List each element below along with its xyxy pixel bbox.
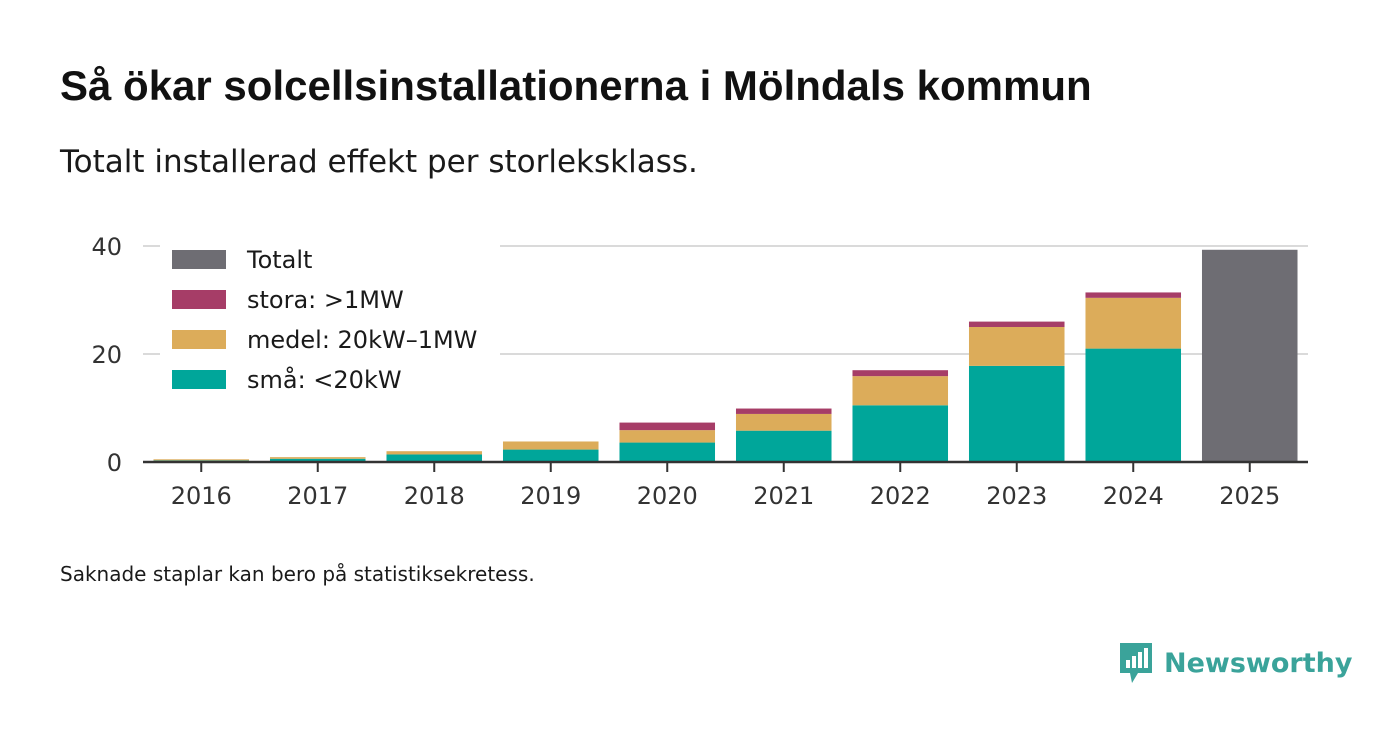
x-tick-label: 2016 [171,482,232,510]
bar-segment[interactable] [735,413,832,431]
bars [153,249,1298,462]
bar-segment[interactable] [619,430,716,443]
bar-segment[interactable] [852,405,949,462]
y-tick-label: 40 [91,233,122,261]
x-tick-label: 2021 [753,482,814,510]
legend-label: stora: >1MW [247,286,404,314]
bar-segment[interactable] [269,458,366,462]
bar-segment[interactable] [1085,348,1182,462]
bar-segment[interactable] [502,449,599,462]
brand-logo[interactable]: Newsworthy [1118,640,1352,686]
x-tick-label: 2022 [870,482,931,510]
bar-segment[interactable] [968,321,1065,327]
legend-swatch [172,330,226,349]
x-tick-label: 2019 [520,482,581,510]
x-tick-label: 2025 [1219,482,1280,510]
bar-segment[interactable] [1085,297,1182,349]
bar-segment[interactable] [386,451,483,455]
chart-title: Så ökar solcellsinstallationerna i Mölnd… [60,62,1092,109]
footnote: Saknade staplar kan bero på statistiksek… [60,562,535,586]
legend-swatch [172,290,226,309]
y-tick-label: 0 [107,449,122,477]
x-tick-label: 2017 [287,482,348,510]
legend-swatch [172,250,226,269]
legend: Totalt stora: >1MW medel: 20kW–1MW små: <20… [160,238,500,408]
bar-segment[interactable] [1085,292,1182,298]
chart-subtitle: Totalt installerad effekt per storlekskl… [60,144,698,180]
bar-segment[interactable] [153,459,250,461]
legend-label: Totalt [246,246,312,274]
bar-segment[interactable] [968,327,1065,366]
y-tick-label: 20 [91,341,122,369]
bar-segment[interactable] [619,442,716,462]
bar-segment[interactable] [852,370,949,377]
bar-segment[interactable] [1201,249,1298,462]
bar-segment[interactable] [502,441,599,450]
bar-segment[interactable] [735,430,832,462]
x-axis-labels: 2016 2017 2018 2019 2020 2021 2022 2023 2024 2025 [171,482,1281,510]
x-axis [143,460,1308,472]
bar-segment[interactable] [735,408,832,414]
x-tick-label: 2018 [404,482,465,510]
bar-segment[interactable] [269,457,366,459]
y-axis-labels: 0 20 40 [91,233,122,477]
bar-segment[interactable] [852,376,949,406]
brand-name: Newsworthy [1164,647,1353,679]
bar-segment[interactable] [968,365,1065,462]
legend-label: medel: 20kW–1MW [247,326,477,354]
x-tick-label: 2020 [637,482,698,510]
legend-label: små: <20kW [247,365,402,394]
x-tick-label: 2024 [1103,482,1164,510]
newsworthy-logo-icon [1120,643,1152,683]
legend-swatch [172,370,226,389]
x-tick-label: 2023 [986,482,1047,510]
bar-segment[interactable] [386,454,483,462]
bar-segment[interactable] [619,422,716,431]
